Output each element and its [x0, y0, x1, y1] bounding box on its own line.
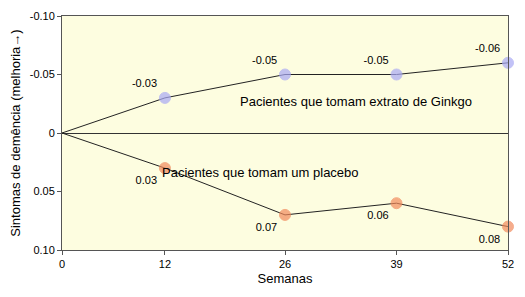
svg-text:26: 26: [279, 258, 291, 270]
svg-text:-0.03: -0.03: [132, 77, 157, 89]
svg-text:Semanas: Semanas: [258, 271, 313, 286]
svg-text:0.07: 0.07: [256, 221, 277, 233]
svg-text:0: 0: [49, 127, 55, 139]
svg-text:0.08: 0.08: [479, 233, 500, 245]
svg-text:0: 0: [59, 258, 65, 270]
svg-text:12: 12: [159, 258, 171, 270]
svg-text:Pacientes que tomam um placebo: Pacientes que tomam um placebo: [162, 165, 359, 180]
svg-text:0.05: 0.05: [33, 185, 54, 197]
svg-text:0.03: 0.03: [136, 174, 157, 186]
svg-text:-0.10: -0.10: [30, 10, 55, 22]
svg-text:-0.05: -0.05: [30, 68, 55, 80]
svg-text:0.10: 0.10: [33, 244, 54, 256]
svg-text:39: 39: [390, 258, 402, 270]
svg-text:-0.05: -0.05: [252, 54, 277, 66]
svg-text:-0.06: -0.06: [475, 42, 500, 54]
svg-text:52: 52: [502, 258, 514, 270]
svg-text:Pacientes que tomam extrato de: Pacientes que tomam extrato de Ginkgo: [240, 94, 472, 109]
svg-text:-0.05: -0.05: [364, 54, 389, 66]
svg-text:Sintomas de demência (melhoria: Sintomas de demência (melhoria→): [8, 29, 23, 236]
svg-text:0.06: 0.06: [367, 209, 388, 221]
